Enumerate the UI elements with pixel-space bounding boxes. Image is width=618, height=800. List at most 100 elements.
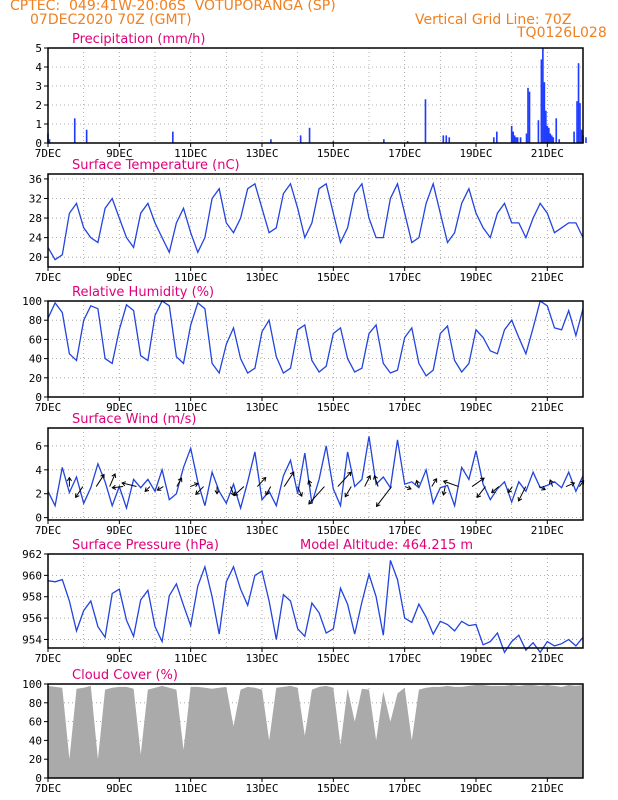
wind-arrow-head [307, 479, 313, 485]
precipitation-bar [527, 87, 529, 143]
x-tick-label: 15DEC [317, 147, 350, 160]
x-tick-label: 15DEC [317, 652, 350, 665]
wind-arrow-head [195, 490, 200, 496]
header-station: CPTEC: 049:41W-20:06S VOTUPORANGA (SP) [10, 0, 336, 14]
wind-arrow [157, 486, 164, 491]
precipitation-bar [579, 103, 581, 143]
x-tick-label: 11DEC [174, 524, 207, 537]
y-tick-label: 20 [29, 251, 42, 264]
wind-arrow-head [111, 484, 117, 490]
x-tick-label: 11DEC [174, 652, 207, 665]
wind-arrow [190, 483, 199, 488]
panel-title: Surface Wind (m/s) [72, 412, 196, 427]
wind-arrow-head [100, 473, 105, 479]
series-line [47, 181, 584, 261]
panel-subtitle: Model Altitude: 464.215 m [300, 538, 473, 553]
x-tick-label: 9DEC [106, 782, 133, 795]
precipitation-bar [548, 127, 550, 143]
wind-arrow [491, 486, 500, 493]
precipitation-bar [545, 110, 547, 143]
wind-arrow [297, 486, 303, 497]
series-line [47, 299, 584, 377]
x-tick-label: 19DEC [459, 401, 492, 414]
panel-title: Relative Humidity (%) [72, 285, 214, 300]
wind-arrow-head [406, 485, 412, 491]
wind-arrow-head [66, 476, 72, 482]
precipitation-bar [550, 135, 553, 143]
precipitation-bar [552, 137, 555, 143]
y-tick-label: 3 [35, 80, 42, 93]
y-tick-label: 962 [22, 548, 42, 561]
precipitation-bar [528, 91, 531, 143]
wind-arrow-head [214, 490, 220, 495]
wind-arrow-head [289, 471, 295, 477]
y-tick-label: 6 [35, 440, 42, 453]
x-tick-label: 17DEC [388, 401, 421, 414]
panel-frame [47, 683, 584, 779]
precipitation-bar [512, 131, 514, 143]
precipitation-bar [525, 133, 528, 143]
y-tick-label: 4 [35, 61, 42, 74]
y-tick-label: 4 [35, 464, 42, 477]
wind-arrow-head [432, 477, 438, 483]
x-tick-label: 7DEC [35, 782, 62, 795]
x-tick-label: 13DEC [245, 401, 278, 414]
y-tick-label: 0 [35, 512, 42, 525]
x-tick-label: 9DEC [106, 524, 133, 537]
x-tick-label: 13DEC [245, 652, 278, 665]
y-tick-label: 5 [35, 42, 42, 55]
x-tick-label: 15DEC [317, 401, 350, 414]
y-tick-label: 80 [29, 314, 42, 327]
precipitation-bar [448, 137, 451, 143]
x-tick-label: 7DEC [35, 524, 62, 537]
x-tick-label: 13DEC [245, 147, 278, 160]
precipitation-bar [299, 135, 302, 143]
wind-arrow [112, 486, 124, 489]
x-tick-label: 21DEC [531, 401, 564, 414]
y-tick-label: 100 [22, 678, 42, 691]
x-tick-label: 13DEC [245, 782, 278, 795]
precipitation-bar [519, 137, 522, 143]
wind-arrow [265, 486, 272, 496]
wind-arrow [565, 482, 575, 488]
precipitation-bar [85, 129, 88, 143]
wind-arrow [364, 475, 371, 487]
wind-arrow-head [476, 493, 482, 499]
precipitation-bar [542, 48, 544, 143]
precipitation-bar [332, 141, 335, 143]
wind-arrow-head [298, 492, 303, 497]
x-tick-label: 9DEC [106, 652, 133, 665]
x-tick-label: 15DEC [317, 271, 350, 284]
wind-arrow-head [121, 481, 127, 487]
wind-arrow-head [111, 473, 117, 478]
panel-frame [47, 553, 584, 649]
x-tick-label: 11DEC [174, 147, 207, 160]
y-tick-label: 60 [29, 333, 42, 346]
y-tick-label: 0 [35, 772, 42, 785]
x-tick-label: 15DEC [317, 782, 350, 795]
x-tick-label: 19DEC [459, 147, 492, 160]
precipitation-bar [73, 118, 76, 143]
x-tick-label: 11DEC [174, 271, 207, 284]
wind-arrow [416, 480, 419, 487]
panel-title: Surface Temperature (nC) [72, 158, 240, 173]
y-tick-label: 954 [22, 633, 42, 646]
wind-arrow [507, 486, 513, 493]
wind-arrow-head [570, 481, 576, 487]
wind-arrow [337, 471, 352, 487]
wind-arrow [443, 480, 459, 488]
precipitation-bar [537, 120, 540, 143]
precipitation-bar [576, 101, 578, 143]
wind-arrow-head [441, 491, 447, 496]
series-line [47, 436, 584, 511]
wind-arrow-head [490, 488, 496, 494]
wind-arrow-head [541, 485, 547, 491]
wind-arrow [471, 477, 485, 487]
x-tick-label: 7DEC [35, 271, 62, 284]
y-tick-label: 2 [35, 99, 42, 112]
header-run-time: 07DEC2020 70Z (GMT) [30, 12, 192, 28]
wind-arrow [195, 486, 204, 495]
wind-arrow [283, 471, 295, 487]
wind-arrow-head [144, 487, 150, 493]
